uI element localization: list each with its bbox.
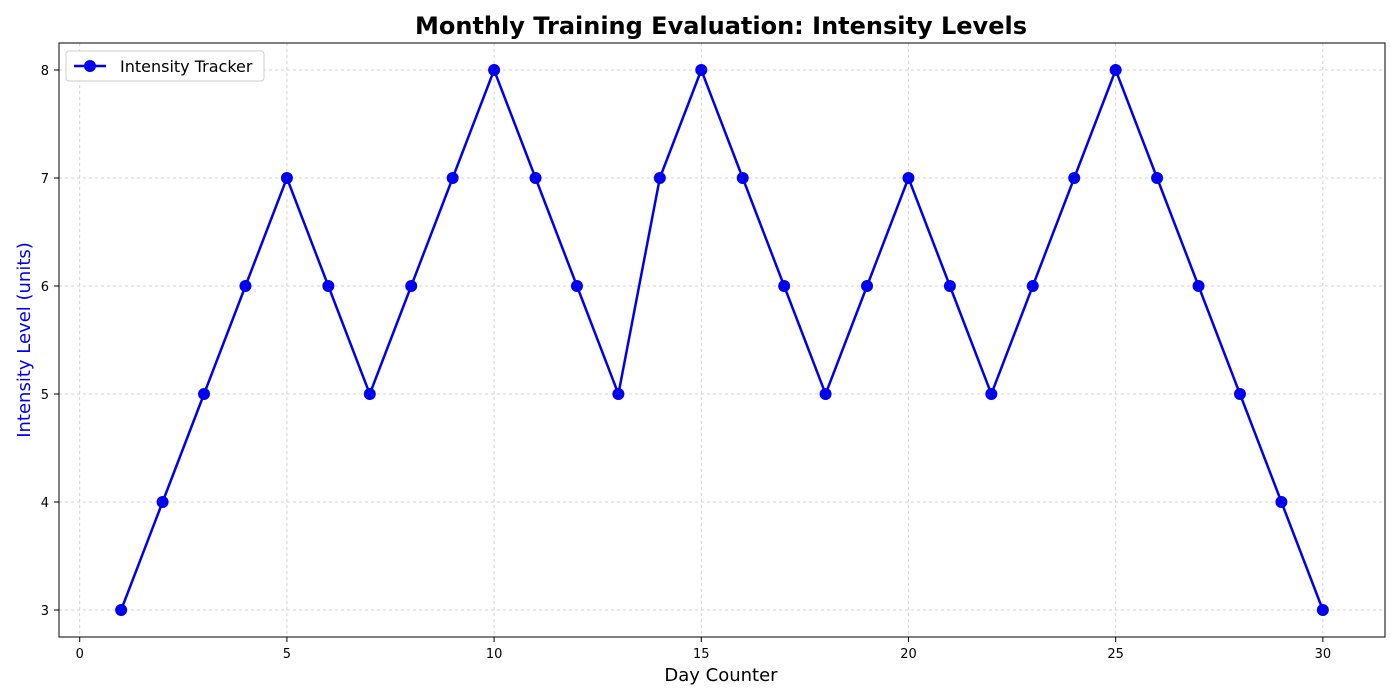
- y-tick-label: 4: [41, 496, 49, 511]
- data-point: [1068, 172, 1081, 184]
- axis-ticks: 0 5 10 15 20 25 30 3 4 5 6 7 8: [41, 64, 1331, 662]
- data-point: [1192, 280, 1205, 292]
- x-tick-label: 25: [1107, 647, 1124, 662]
- data-point: [985, 388, 998, 400]
- data-point: [198, 388, 211, 400]
- x-axis-label: Day Counter: [664, 665, 778, 686]
- y-tick-label: 8: [41, 64, 49, 79]
- data-point: [1026, 280, 1039, 292]
- data-point: [446, 172, 459, 184]
- x-tick-label: 20: [900, 647, 917, 662]
- x-tick-label: 0: [76, 647, 84, 662]
- data-point: [819, 388, 832, 400]
- legend: Intensity Tracker: [65, 50, 265, 82]
- x-tick-label: 10: [486, 647, 503, 662]
- data-point: [902, 172, 915, 184]
- legend-marker-swatch: [84, 60, 96, 72]
- data-point: [570, 280, 583, 292]
- y-tick-label: 6: [41, 280, 49, 295]
- x-tick-label: 5: [283, 647, 291, 662]
- data-point: [239, 280, 252, 292]
- data-point: [405, 280, 418, 292]
- data-point: [778, 280, 791, 292]
- data-point: [1316, 604, 1329, 616]
- grid-lines: [59, 43, 1385, 637]
- data-point: [115, 604, 128, 616]
- series-line: [119, 68, 1325, 611]
- x-tick-label: 15: [693, 647, 710, 662]
- x-tick-label: 30: [1315, 647, 1332, 662]
- y-tick-label: 7: [41, 172, 49, 187]
- data-point: [736, 172, 749, 184]
- data-point: [653, 172, 666, 184]
- data-point: [322, 280, 335, 292]
- data-point: [529, 172, 542, 184]
- data-point: [1109, 64, 1122, 76]
- data-point: [1151, 172, 1164, 184]
- data-point: [1275, 496, 1288, 508]
- data-point: [1233, 388, 1246, 400]
- chart-title: Monthly Training Evaluation: Intensity L…: [415, 12, 1027, 40]
- legend-box: [65, 50, 265, 82]
- data-point: [861, 280, 874, 292]
- plot-area-frame: [58, 42, 1386, 638]
- data-point: [943, 280, 956, 292]
- data-point: [612, 388, 625, 400]
- data-point: [280, 172, 293, 184]
- legend-entry-label: Intensity Tracker: [120, 57, 253, 76]
- series-layer: [115, 64, 1329, 616]
- data-point: [488, 64, 501, 76]
- y-axis-label: Intensity Level (units): [14, 242, 35, 438]
- data-point: [363, 388, 376, 400]
- y-tick-label: 5: [41, 388, 49, 403]
- y-tick-label: 3: [41, 604, 49, 619]
- data-point: [695, 64, 708, 76]
- data-point: [156, 496, 169, 508]
